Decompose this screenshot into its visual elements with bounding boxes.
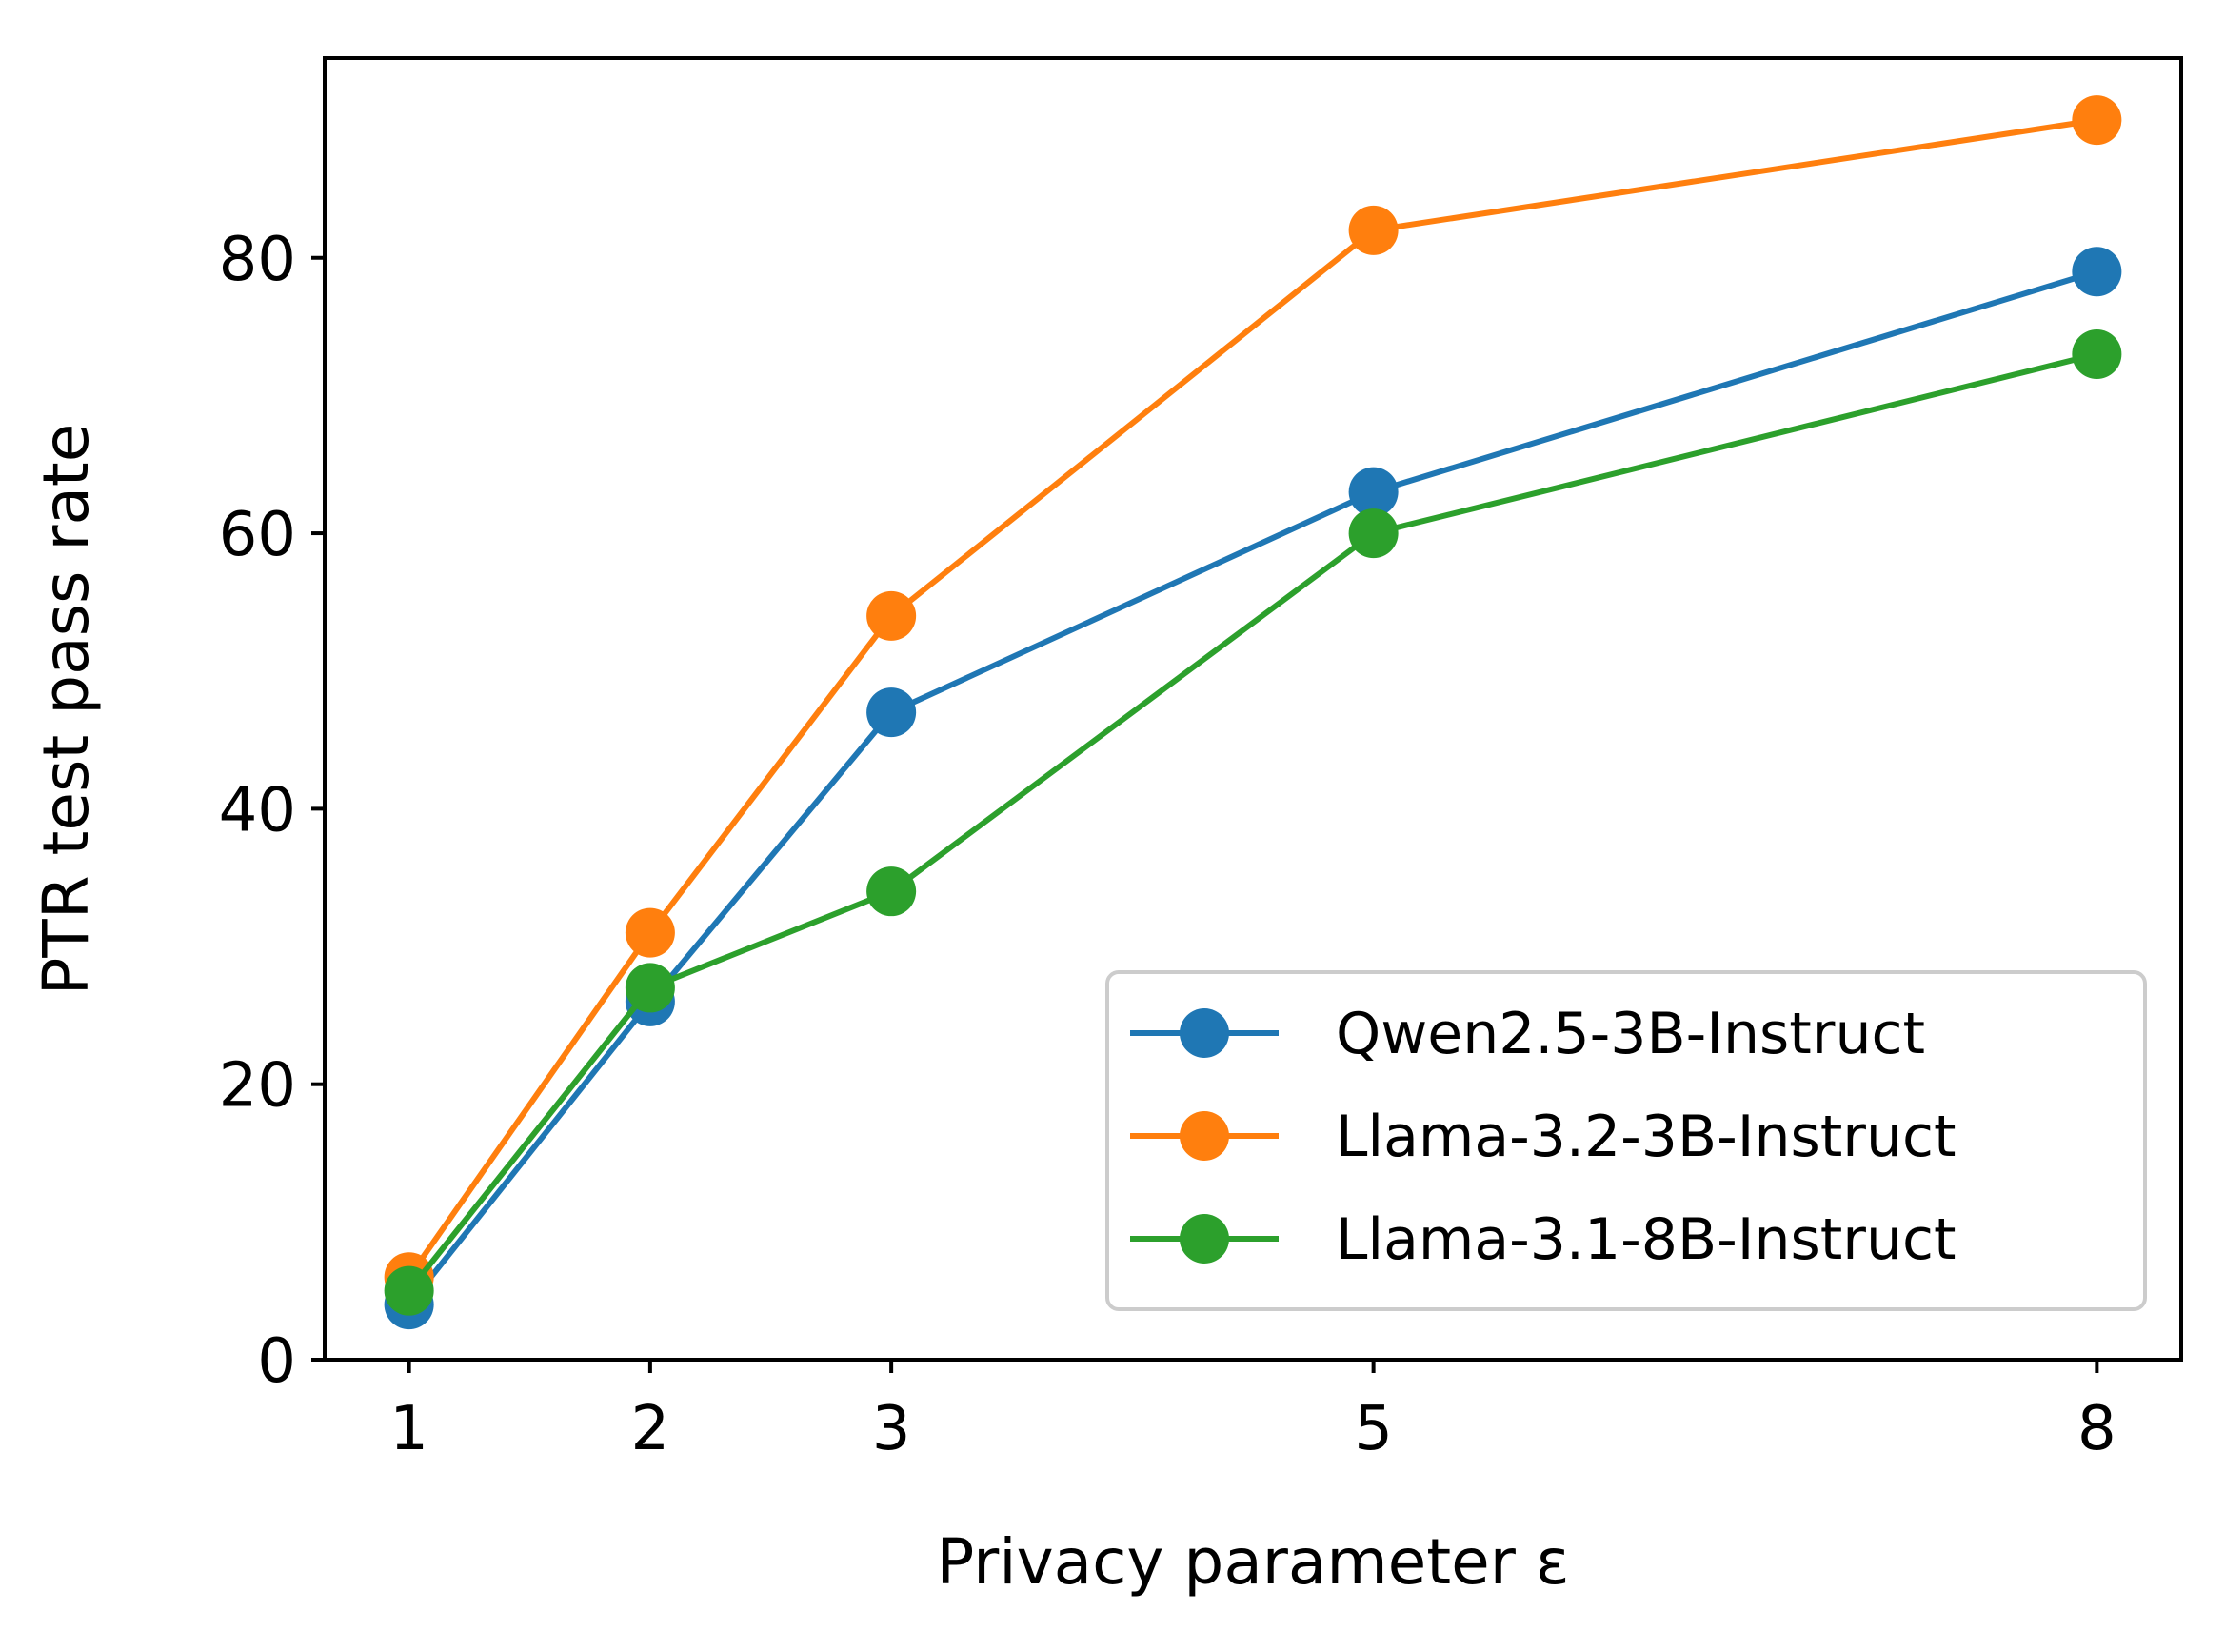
legend-marker [1180,1008,1229,1058]
data-point [866,866,917,917]
data-point [1348,205,1399,255]
y-tick-label: 60 [219,500,296,570]
legend-label: Llama-3.1-8B-Instruct [1336,1206,1957,1273]
x-axis-ticks: 1 2 3 5 8 [389,1360,2116,1464]
legend: Qwen2.5-3B-Instruct Llama-3.2-3B-Instruct… [1105,970,2147,1311]
data-point [2072,329,2122,380]
legend-entry: Llama-3.1-8B-Instruct [1130,1206,1957,1273]
data-point [1348,508,1399,559]
data-point [1348,467,1399,517]
data-point [625,963,675,1013]
plot-frame [323,56,2183,1362]
y-tick-label: 80 [219,225,296,295]
x-tick-label: 2 [631,1394,670,1464]
legend-frame [1105,970,2147,1311]
y-tick-label: 40 [219,775,296,846]
legend-label: Qwen2.5-3B-Instruct [1336,1001,1925,1067]
legend-entry: Qwen2.5-3B-Instruct [1130,1001,1925,1067]
legend-entries: Qwen2.5-3B-Instruct Llama-3.2-3B-Instruct… [1130,1001,1957,1273]
x-tick-label: 8 [2077,1394,2116,1464]
series-2 [384,329,2122,1316]
series-1 [384,95,2122,1303]
data-point [2072,95,2122,146]
legend-entry: Llama-3.2-3B-Instruct [1130,1104,1957,1170]
data-point [625,907,675,958]
y-axis-label: PTR test pass rate [30,424,103,996]
data-point [2072,247,2122,297]
x-tick-label: 3 [872,1394,911,1464]
y-tick-label: 20 [219,1051,296,1122]
x-tick-label: 5 [1354,1394,1393,1464]
x-axis-label: Privacy parameter ε [936,1525,1569,1599]
series-layer [384,95,2122,1330]
x-tick-label: 1 [389,1394,428,1464]
data-point [384,1265,434,1316]
y-axis-ticks: 0 20 40 60 80 [219,225,325,1397]
data-point [866,687,917,738]
legend-marker [1180,1214,1229,1264]
data-point [866,590,917,641]
legend-marker [1180,1111,1229,1161]
legend-label: Llama-3.2-3B-Instruct [1336,1104,1957,1170]
y-tick-label: 0 [257,1326,296,1397]
